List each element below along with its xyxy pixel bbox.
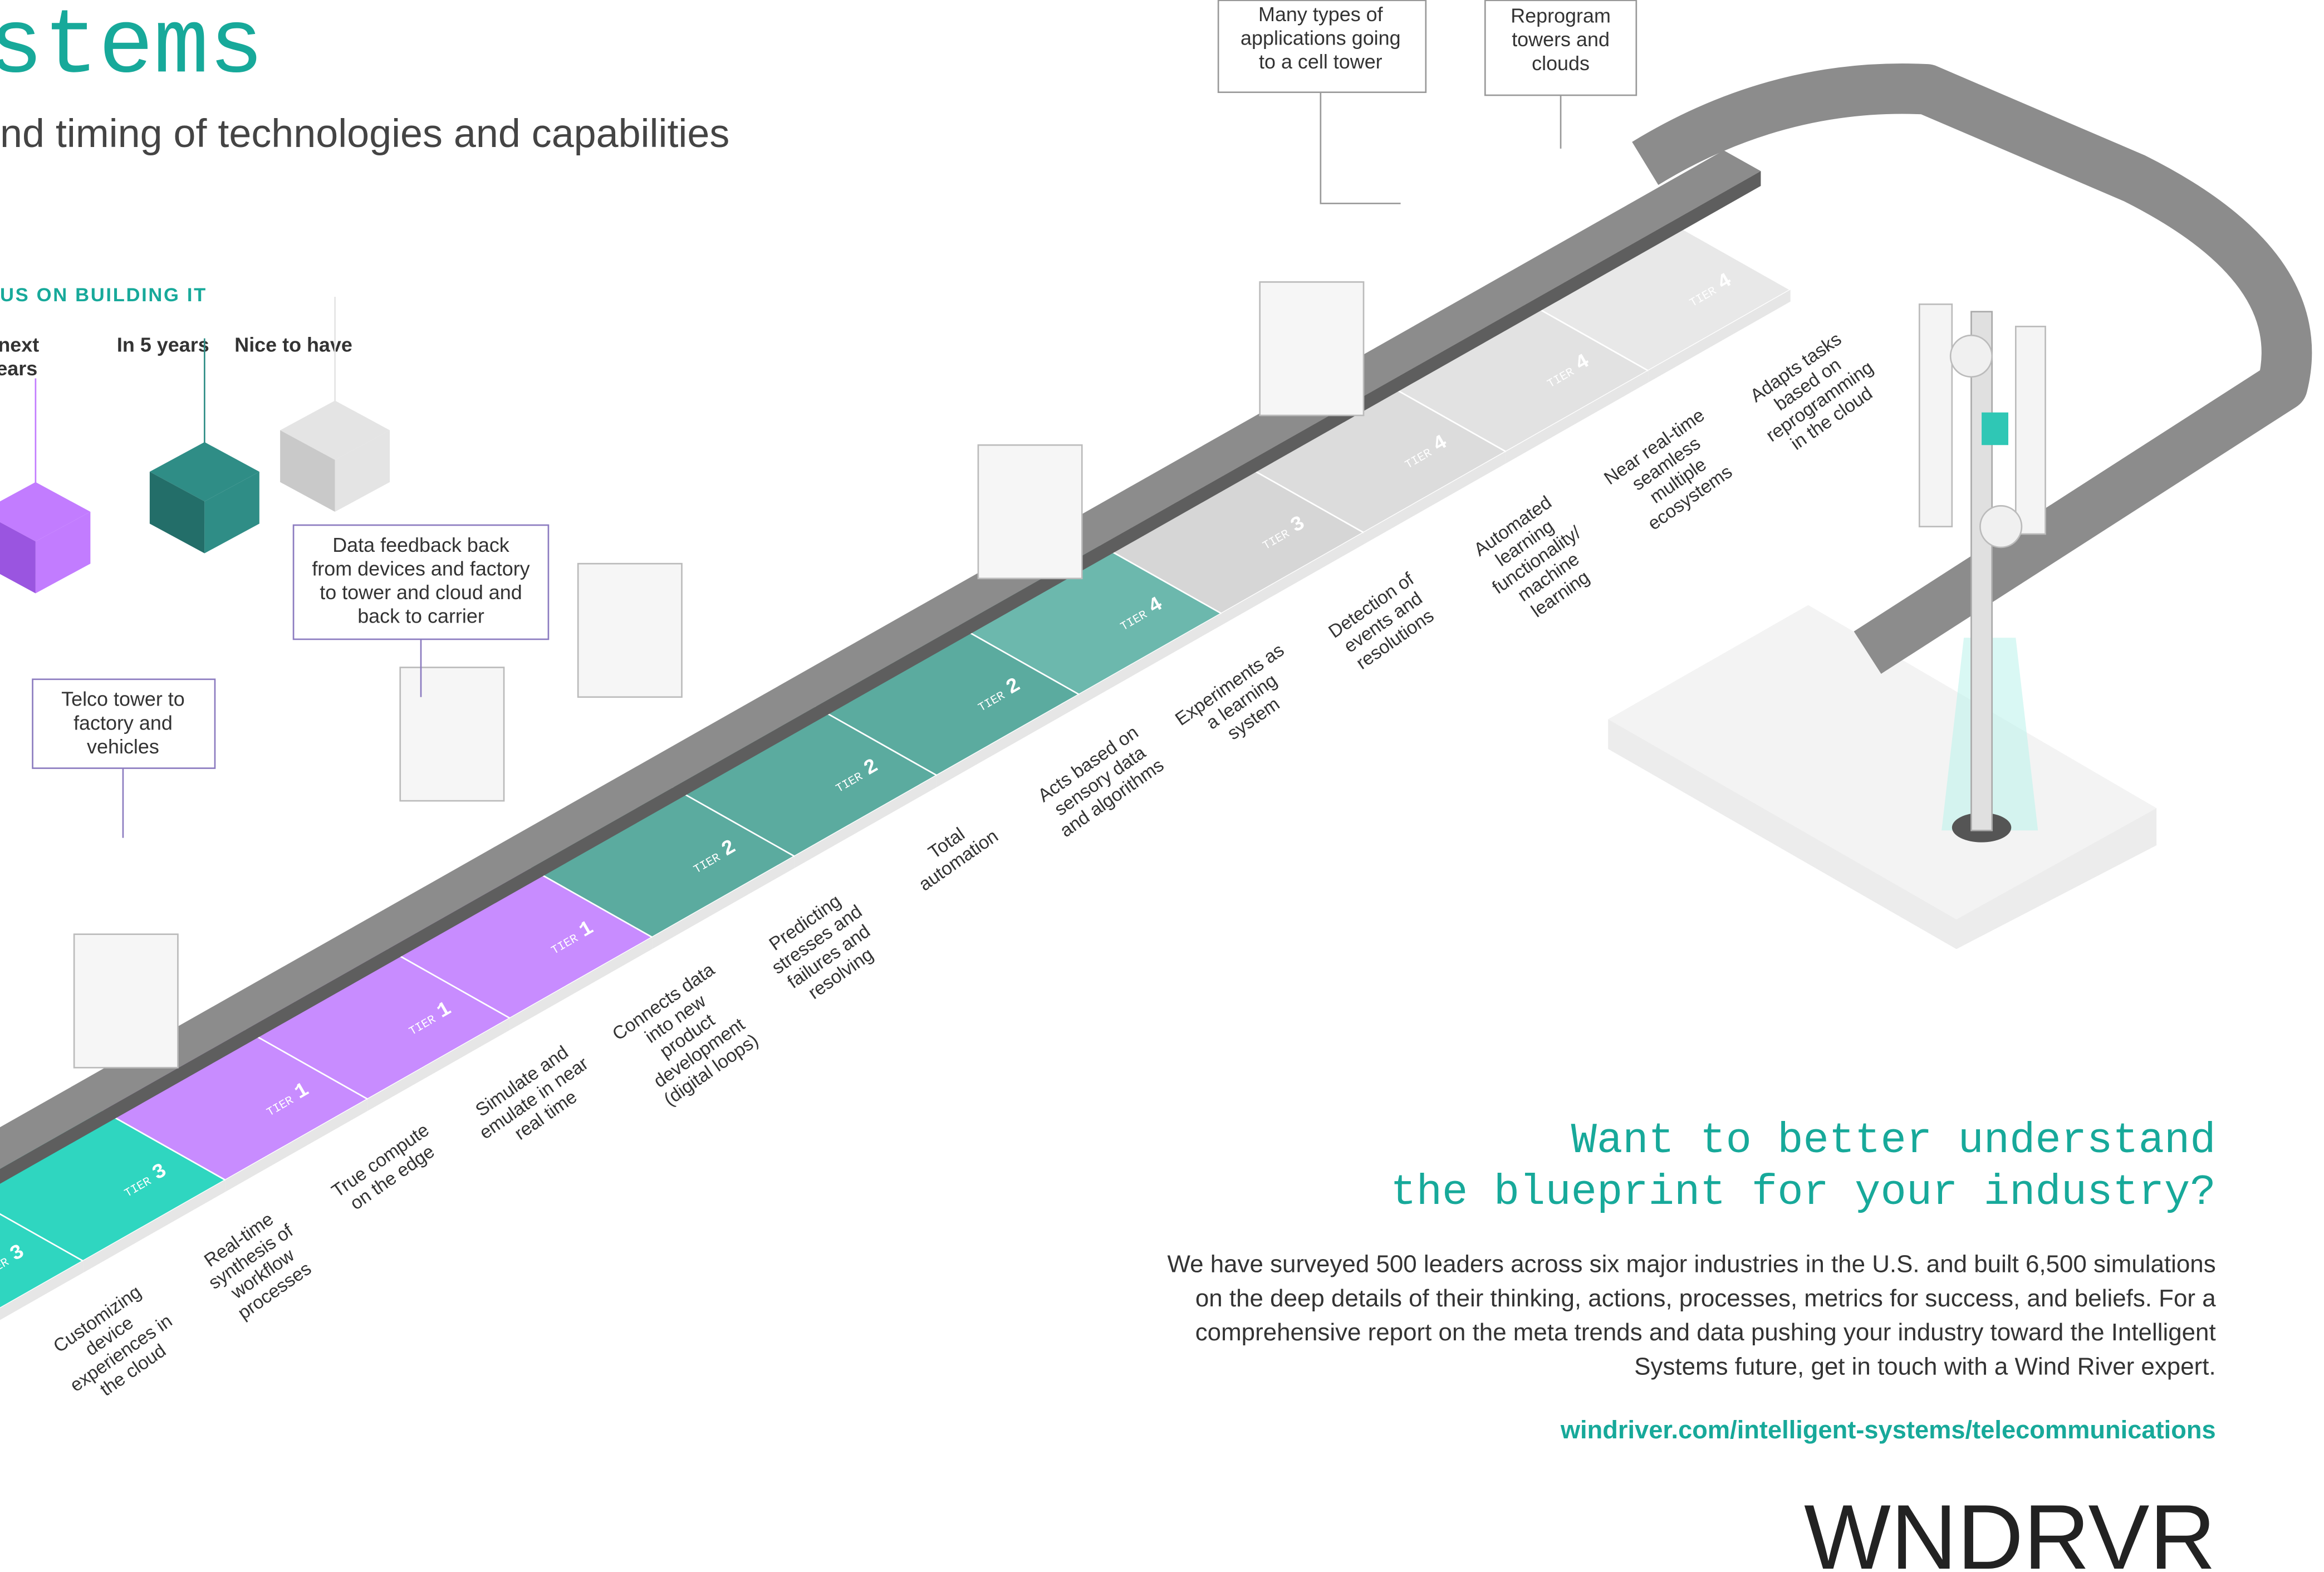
text-line: r the next (0, 334, 39, 356)
title: stems (0, 0, 264, 99)
capability-label: True computeon the edge (328, 1120, 445, 1219)
tower-pole (1971, 312, 1992, 831)
page: stems nd timing of technologies and capab… (0, 0, 2324, 1572)
text-line: from devices and factory (312, 557, 529, 580)
dish (1950, 335, 1992, 377)
callout-leader (1321, 92, 1401, 204)
capability-label: Detection ofevents andresolutions (1325, 569, 1442, 677)
station (578, 564, 681, 697)
legend-label: In 5 years (117, 334, 209, 356)
text-line: Reprogram (1511, 4, 1611, 27)
cta-link: windriver.com/intelligent-systems/teleco… (1560, 1416, 2216, 1444)
capability-label: Adapts tasksbased onreprogrammingin the … (1739, 323, 1889, 463)
capability-label: Experiments asa learningsystem (1171, 640, 1312, 764)
text-line: comprehensive report on the meta trends … (1195, 1319, 2216, 1346)
capability-label: Real-timesynthesis ofworkflowprocesses (193, 1203, 321, 1328)
text-line: on the deep details of their thinking, a… (1195, 1285, 2216, 1312)
text-line: Systems future, get in touch with a Wind… (1634, 1353, 2215, 1380)
capability-label: Totalautomation (903, 809, 1002, 895)
text-line: towers and (1512, 28, 1610, 51)
capability-label: Simulate andemulate in nearreal time (464, 1036, 604, 1160)
text-line: Telco tower to (61, 688, 185, 711)
capability-label: Customizingdeviceexperiences inthe cloud (43, 1277, 188, 1413)
antenna (2016, 326, 2045, 534)
text-line: We have surveyed 500 leaders across six … (1167, 1251, 2215, 1278)
text-line: o 5 years (0, 357, 37, 380)
capability-label: Near real-timeseamlessmultipleecosystems (1600, 405, 1744, 540)
capability-label: Connects datainto newproductdevelopment(… (609, 959, 766, 1113)
text-line: clouds (1532, 52, 1590, 75)
text-line: In 5 years (117, 334, 209, 356)
text-line: vehicles (87, 735, 159, 758)
station (978, 445, 1082, 579)
text-line: to tower and cloud and (320, 581, 522, 604)
text-line: applications going (1241, 27, 1401, 50)
text-line: to a cell tower (1259, 50, 1382, 73)
legend-heading: US ON BUILDING IT (0, 285, 207, 306)
text-line: Data feedback back (332, 533, 510, 556)
station (1260, 282, 1364, 415)
text-line: Want to better understand (1571, 1117, 2216, 1165)
station (400, 668, 504, 801)
capability-label: Automatedlearningfunctionality/machinele… (1465, 488, 1609, 632)
subtitle: nd timing of technologies and capabiliti… (0, 111, 729, 156)
antenna (1919, 304, 1952, 526)
text-line: Many types of (1258, 3, 1384, 26)
tower-box (1982, 413, 2008, 445)
logo: WNDRVR (1804, 1486, 2216, 1572)
capability-label: Acts based onsensory dataand algorithms (1033, 721, 1168, 842)
text-line: the blueprint for your industry? (1390, 1169, 2215, 1217)
legend-label: r the nexto 5 years (0, 334, 39, 380)
text-line: factory and (73, 711, 173, 734)
station (74, 934, 178, 1068)
text-line: back to carrier (357, 605, 484, 628)
dish (1980, 506, 2022, 547)
capability-label: Predictingstresses andfailures andresolv… (756, 884, 890, 1012)
cta-body: We have surveyed 500 leaders across six … (1167, 1251, 2216, 1380)
